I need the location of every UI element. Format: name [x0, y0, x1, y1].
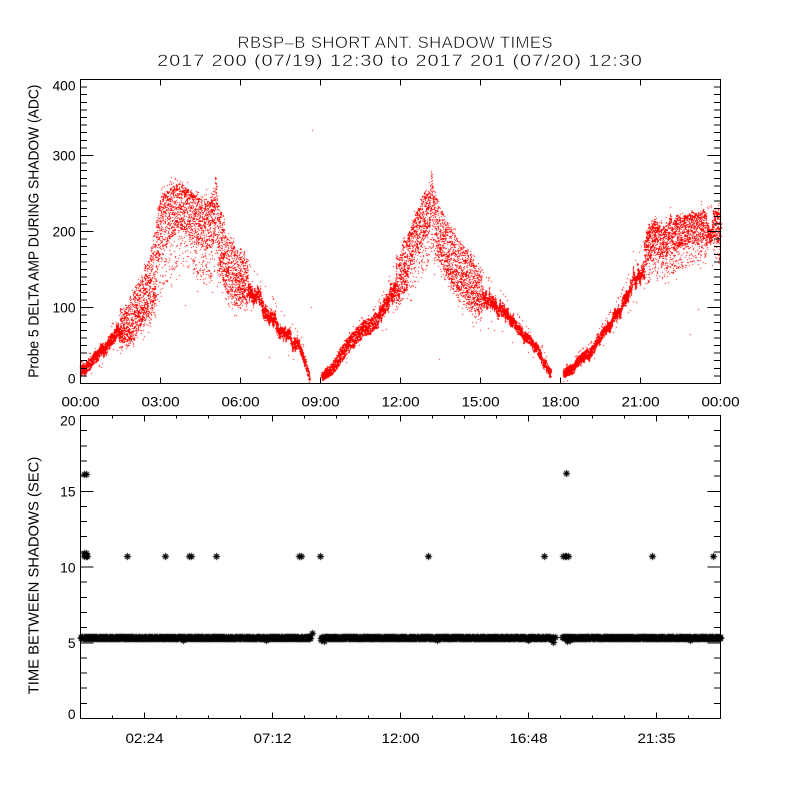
svg-text:Probe 5 DELTA AMP DURING SHADO: Probe 5 DELTA AMP DURING SHADOW (ADC) [26, 85, 42, 378]
svg-text:0: 0 [68, 372, 76, 387]
svg-text:300: 300 [52, 149, 75, 164]
svg-text:21:35: 21:35 [637, 731, 675, 746]
svg-text:00:00: 00:00 [701, 395, 739, 410]
svg-text:TIME BETWEEN SHADOWS (SEC): TIME BETWEEN SHADOWS (SEC) [26, 457, 42, 695]
svg-text:0: 0 [68, 707, 76, 722]
svg-text:12:00: 12:00 [381, 731, 419, 746]
svg-text:RBSP–B SHORT ANT. SHADOW TIMES: RBSP–B SHORT ANT. SHADOW TIMES [238, 33, 553, 52]
svg-text:12:00: 12:00 [381, 395, 419, 410]
svg-text:00:00: 00:00 [61, 395, 99, 410]
svg-text:15: 15 [60, 485, 76, 500]
svg-text:02:24: 02:24 [125, 731, 163, 746]
svg-text:21:00: 21:00 [621, 395, 659, 410]
svg-text:09:00: 09:00 [301, 395, 339, 410]
svg-text:16:48: 16:48 [509, 731, 547, 746]
svg-text:5: 5 [68, 636, 76, 651]
svg-text:15:00: 15:00 [461, 395, 499, 410]
svg-text:400: 400 [52, 78, 75, 93]
svg-text:03:00: 03:00 [141, 395, 179, 410]
svg-text:20: 20 [60, 413, 76, 428]
svg-text:07:12: 07:12 [253, 731, 291, 746]
svg-text:18:00: 18:00 [541, 395, 579, 410]
svg-text:10: 10 [60, 560, 76, 575]
svg-text:06:00: 06:00 [221, 395, 259, 410]
svg-text:200: 200 [52, 225, 75, 240]
svg-text:2017 200 (07/19) 12:30 to 2017: 2017 200 (07/19) 12:30 to 2017 201 (07/2… [157, 51, 642, 70]
svg-text:100: 100 [52, 300, 75, 315]
